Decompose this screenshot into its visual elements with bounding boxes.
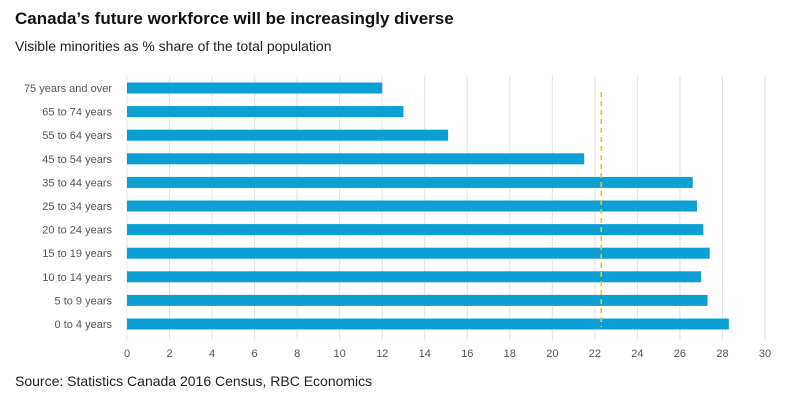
x-tick-label: 24 — [631, 348, 643, 360]
x-tick-label: 18 — [504, 348, 516, 360]
category-label: 15 to 19 years — [42, 248, 112, 260]
x-tick-label: 26 — [674, 348, 686, 360]
x-axis-labels: 0 2 4 6 8 10 12 14 16 18 20 22 24 26 28 30 — [124, 348, 771, 360]
chart-subtitle: Visible minorities as % share of the tot… — [15, 38, 332, 54]
bar — [127, 294, 708, 306]
x-tick-label: 16 — [461, 348, 473, 360]
x-tick-label: 14 — [419, 348, 431, 360]
x-tick-label: 2 — [166, 348, 172, 360]
bar — [127, 176, 693, 188]
x-tick-label: 22 — [589, 348, 601, 360]
bar — [127, 82, 383, 94]
x-tick-label: 20 — [546, 348, 558, 360]
category-label: 45 to 54 years — [42, 154, 112, 166]
x-tick-label: 28 — [716, 348, 728, 360]
category-label: 55 to 64 years — [42, 130, 112, 142]
bar — [127, 318, 729, 330]
x-tick-label: 4 — [209, 348, 215, 360]
category-label: 65 to 74 years — [42, 107, 112, 119]
bar — [127, 106, 404, 118]
bar — [127, 200, 697, 212]
x-tick-label: 30 — [759, 348, 771, 360]
source-note: Source: Statistics Canada 2016 Census, R… — [15, 373, 373, 389]
category-label: 0 to 4 years — [55, 319, 113, 331]
category-label: 10 to 14 years — [42, 272, 112, 284]
y-axis-labels: 75 years and over 65 to 74 years 55 to 64 … — [24, 83, 113, 331]
x-tick-label: 0 — [124, 348, 130, 360]
x-tick-label: 6 — [252, 348, 258, 360]
bars — [127, 82, 729, 330]
bar — [127, 247, 710, 259]
chart-title: Canada’s future workforce will be increa… — [15, 9, 454, 28]
bar — [127, 224, 704, 236]
category-label: 25 to 34 years — [42, 201, 112, 213]
x-tick-label: 10 — [334, 348, 346, 360]
x-tick-label: 8 — [294, 348, 300, 360]
bar — [127, 129, 449, 141]
bar — [127, 271, 702, 283]
category-label: 20 to 24 years — [42, 225, 112, 237]
category-label: 75 years and over — [24, 83, 112, 95]
category-label: 35 to 44 years — [42, 177, 112, 189]
bar-chart: 75 years and over 65 to 74 years 55 to 64 … — [24, 76, 771, 360]
x-tick-label: 12 — [376, 348, 388, 360]
category-label: 5 to 9 years — [55, 295, 113, 307]
bar — [127, 153, 585, 165]
